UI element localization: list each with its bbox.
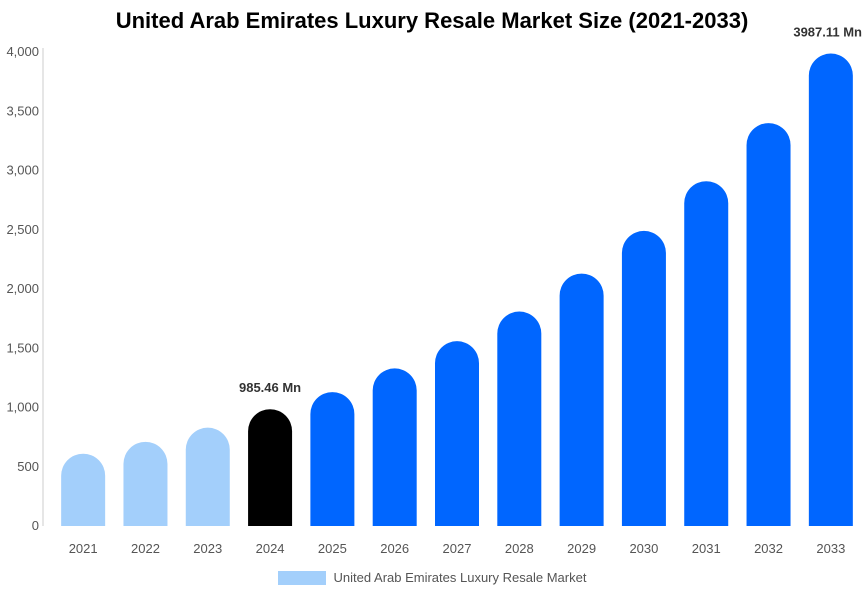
bar-2028 xyxy=(497,311,542,526)
x-tick-label: 2032 xyxy=(754,541,783,556)
bar-2021 xyxy=(61,453,106,526)
x-tick-label: 2033 xyxy=(816,541,845,556)
y-tick-label: 3,500 xyxy=(6,103,39,118)
bar-2031 xyxy=(684,181,729,526)
bar-2022 xyxy=(123,441,168,526)
y-tick-label: 2,000 xyxy=(6,281,39,296)
bar-2033 xyxy=(808,53,853,527)
bar-2023 xyxy=(185,427,230,526)
x-tick-label: 2022 xyxy=(131,541,160,556)
bar-2032 xyxy=(746,123,791,527)
x-tick-label: 2027 xyxy=(443,541,472,556)
data-label-2033: 3987.11 Mn xyxy=(793,25,862,40)
y-tick-label: 1,500 xyxy=(6,340,39,355)
x-tick-label: 2029 xyxy=(567,541,596,556)
y-tick-label: 2,500 xyxy=(6,222,39,237)
x-tick-label: 2028 xyxy=(505,541,534,556)
y-tick-label: 4,000 xyxy=(6,44,39,59)
axis-layer: 0 500 1,000 1,500 2,000 2,500 3,000 3,500 4,000 2… xyxy=(6,44,845,556)
x-tick-label: 2021 xyxy=(69,541,98,556)
legend-label: United Arab Emirates Luxury Resale Marke… xyxy=(333,570,587,585)
x-tick-label: 2026 xyxy=(380,541,409,556)
bars-layer xyxy=(61,53,853,527)
y-tick-label: 1,000 xyxy=(6,400,39,415)
x-tick-label: 2023 xyxy=(193,541,222,556)
x-tick-label: 2031 xyxy=(692,541,721,556)
data-labels-layer: 985.46 Mn 3987.11 Mn xyxy=(239,25,862,396)
y-tick-label: 500 xyxy=(17,459,39,474)
bar-2029 xyxy=(559,273,604,526)
bar-2025 xyxy=(310,392,355,526)
bar-2026 xyxy=(372,368,417,526)
bar-2024 xyxy=(248,409,293,526)
x-tick-label: 2025 xyxy=(318,541,347,556)
x-tick-label: 2024 xyxy=(256,541,285,556)
data-label-2024: 985.46 Mn xyxy=(239,380,301,395)
x-tick-label: 2030 xyxy=(629,541,658,556)
legend[interactable]: United Arab Emirates Luxury Resale Marke… xyxy=(0,570,864,585)
legend-swatch xyxy=(277,570,326,585)
bar-2030 xyxy=(621,230,666,526)
bar-2027 xyxy=(435,341,479,526)
chart-title: United Arab Emirates Luxury Resale Marke… xyxy=(115,8,749,33)
y-tick-label: 0 xyxy=(32,518,39,533)
y-tick-label: 3,000 xyxy=(6,163,39,178)
